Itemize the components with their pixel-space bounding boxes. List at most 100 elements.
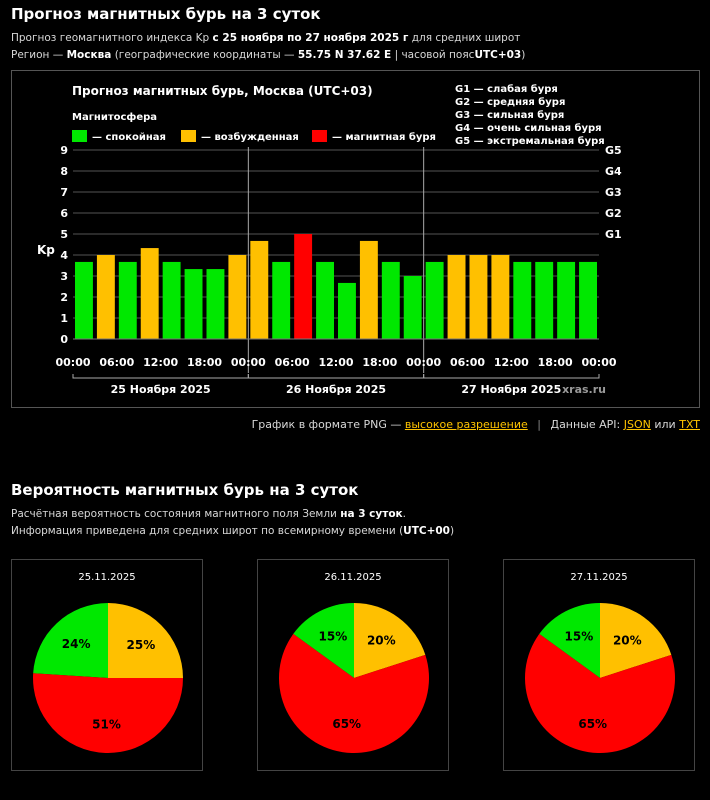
- g-legend-item: G5 — экстремальная буря: [455, 135, 605, 147]
- y-tick-label: 8: [60, 165, 68, 178]
- x-tick-label: 18:00: [187, 356, 222, 369]
- kp-bar: [359, 240, 378, 339]
- prob-desc-prefix: Расчётная вероятность состояния магнитно…: [11, 508, 337, 520]
- g-tick-label: G4: [605, 165, 622, 178]
- region-close: ): [521, 49, 526, 61]
- forecast-description: Прогноз геомагнитного индекса Kp с 25 но…: [11, 32, 520, 44]
- y-tick-label: 2: [60, 291, 68, 304]
- json-link[interactable]: JSON: [623, 418, 651, 431]
- kp-bar: [403, 276, 422, 339]
- pie-day-3: 27.11.2025 15% 20% 65%: [503, 559, 695, 771]
- legend-label: — возбужденная: [201, 131, 299, 143]
- kp-bar: [140, 248, 159, 339]
- y-tick-label: 1: [60, 312, 68, 325]
- png-prefix: График в формате PNG —: [251, 418, 402, 431]
- g-tick-label: G1: [605, 228, 622, 241]
- kp-bar: [294, 234, 313, 339]
- prob-info-bold: UTC+00: [403, 525, 450, 537]
- pie-slice: [33, 603, 108, 678]
- g-legend-item: G3 — сильная буря: [455, 109, 564, 121]
- day-label: 27 Ноября 2025: [461, 383, 561, 396]
- pie-slice: [293, 603, 354, 678]
- kp-bar: [513, 261, 532, 339]
- kp-bar: [469, 255, 488, 339]
- desc-prefix: Прогноз геомагнитного индекса Kp: [11, 32, 210, 44]
- probability-title: Вероятность магнитных бурь на 3 суток: [11, 481, 359, 499]
- kp-bar: [338, 282, 356, 339]
- x-tick-label: 00:00: [231, 356, 266, 369]
- x-tick-label: 00:00: [581, 356, 616, 369]
- prob-info-prefix: Информация приведена для средних широт п…: [11, 525, 404, 537]
- kp-bar: [228, 255, 247, 339]
- region-line: Регион — Москва (географические координа…: [11, 49, 525, 61]
- pie-slice-label: 65%: [332, 717, 361, 731]
- kp-bar: [557, 261, 576, 339]
- kp-bar: [75, 261, 93, 339]
- region-mid: (географические координаты —: [114, 49, 295, 61]
- kp-bar: [535, 261, 554, 339]
- x-tick-label: 06:00: [99, 356, 134, 369]
- txt-link[interactable]: TXT: [679, 418, 700, 431]
- kp-bar: [491, 255, 510, 339]
- or-word: или: [654, 418, 676, 431]
- chart-frame: [11, 70, 700, 408]
- x-tick-label: 06:00: [275, 356, 310, 369]
- pie-date: 27.11.2025: [570, 572, 628, 583]
- kp-bar: [206, 269, 225, 339]
- kp-bar: [162, 261, 181, 339]
- pie-date: 25.11.2025: [78, 572, 136, 583]
- pie-chart: 15% 20% 65%: [525, 603, 675, 753]
- pie-slice: [108, 603, 183, 678]
- watermark: xras.ru: [562, 383, 606, 396]
- prob-desc-suffix: .: [402, 508, 407, 520]
- prob-info-suffix: ): [449, 525, 455, 537]
- api-prefix: Данные API:: [550, 418, 621, 431]
- kp-bar: [316, 261, 334, 339]
- x-tick-label: 12:00: [318, 356, 353, 369]
- legend-swatch: [181, 130, 196, 142]
- pie-date: 26.11.2025: [324, 572, 382, 583]
- pie-slice-label: 20%: [613, 633, 642, 647]
- day-label: 25 Ноября 2025: [111, 383, 211, 396]
- y-tick-label: 3: [60, 270, 68, 283]
- day-label: 26 Ноября 2025: [286, 383, 386, 396]
- g-tick-label: G3: [605, 186, 622, 199]
- kp-bar: [184, 269, 203, 339]
- pie-slice-label: 15%: [319, 630, 348, 644]
- page-title: Прогноз магнитных бурь на 3 суток: [11, 5, 321, 23]
- x-tick-label: 00:00: [406, 356, 441, 369]
- png-high-res-link[interactable]: высокое разрешение: [404, 418, 528, 431]
- x-tick-label: 18:00: [362, 356, 397, 369]
- x-tick-label: 18:00: [538, 356, 573, 369]
- region-coords: 55.75 N 37.62 E: [297, 49, 392, 61]
- legend-label: — магнитная буря: [332, 131, 436, 143]
- links-separator: |: [537, 418, 541, 431]
- kp-bar: [272, 261, 291, 339]
- legend-title: Магнитосфера: [72, 111, 157, 123]
- y-tick-label: 0: [60, 333, 68, 346]
- g-legend-item: G4 — очень сильная буря: [455, 122, 602, 134]
- probability-info: Информация приведена для средних широт п…: [11, 525, 454, 537]
- legend-swatch: [72, 130, 87, 142]
- region-prefix: Регион —: [11, 49, 64, 61]
- pie-slice: [32, 673, 184, 753]
- y-tick-label: 9: [60, 144, 68, 157]
- day-bracket: [423, 374, 600, 379]
- desc-suffix: для средних широт: [411, 32, 521, 44]
- pie-slice: [539, 603, 600, 678]
- x-tick-label: 12:00: [494, 356, 529, 369]
- y-tick-label: 5: [60, 228, 68, 241]
- g-legend-item: G2 — средняя буря: [455, 96, 565, 108]
- y-axis-label: Kp: [37, 243, 55, 257]
- y-tick-label: 4: [60, 249, 68, 262]
- g-tick-label: G5: [605, 144, 622, 157]
- pie-slice-label: 15%: [565, 630, 594, 644]
- pie-chart: 15% 20% 65%: [279, 603, 429, 753]
- kp-bar: [96, 255, 115, 339]
- pie-slice: [354, 603, 426, 678]
- pie-slice: [600, 603, 672, 678]
- pie-slice-label: 24%: [62, 637, 91, 651]
- y-tick-label: 7: [60, 186, 68, 199]
- pie-slice-label: 65%: [578, 717, 607, 731]
- pie-slice-label: 20%: [367, 633, 396, 647]
